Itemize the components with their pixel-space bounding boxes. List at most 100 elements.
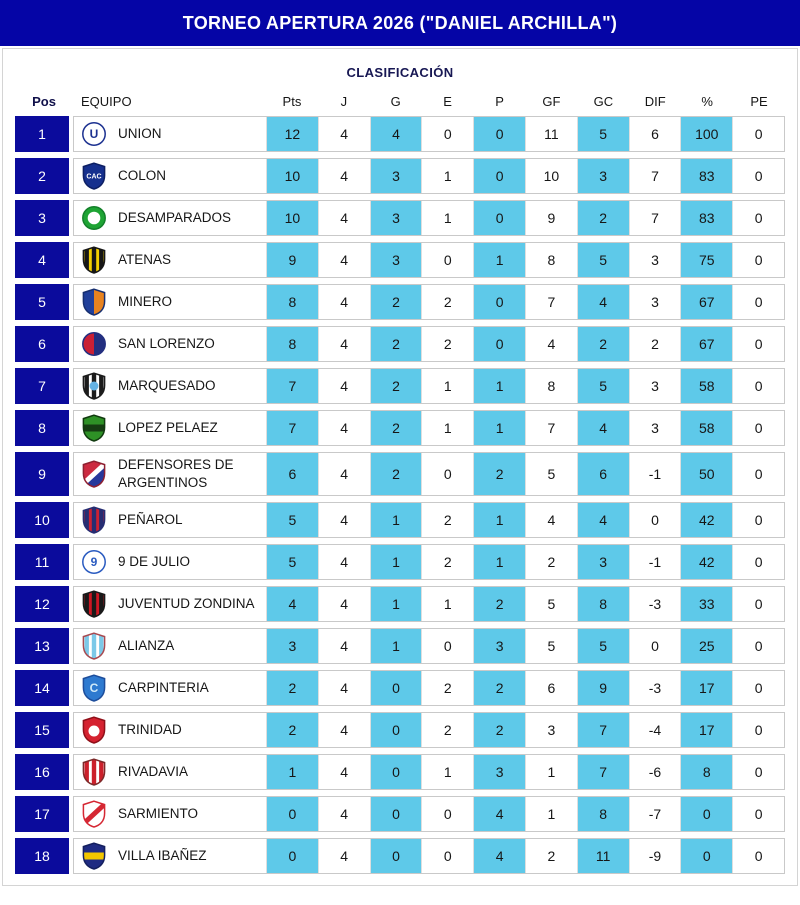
team-cell: RIVADAVIA <box>74 755 266 789</box>
alianza-crest <box>82 632 106 661</box>
team-name: ALIANZA <box>118 638 175 654</box>
team-name: VILLA IBAÑEZ <box>118 848 207 864</box>
stat-cell-pct: 0 <box>680 839 733 874</box>
stat-cell-g: 1 <box>369 545 422 580</box>
position-cell: 7 <box>15 368 69 404</box>
stat-cell-pe: 0 <box>732 839 784 874</box>
svg-text:9: 9 <box>91 555 98 569</box>
stat-cell-g: 2 <box>369 411 422 445</box>
position-cell: 17 <box>15 796 69 833</box>
stat-cell-dif: -1 <box>628 545 681 580</box>
9-de-julio-crest: 9 <box>82 548 106 576</box>
juventud-zondina-crest <box>82 590 106 619</box>
team-name: DEFENSORES DE ARGENTINOS <box>118 457 234 491</box>
team-cell: ALIANZA <box>74 629 266 663</box>
stat-cell-pct: 75 <box>680 243 733 277</box>
team-name: TRINIDAD <box>118 722 182 738</box>
stat-cell-gf: 5 <box>524 629 577 664</box>
stat-cell-gf: 11 <box>524 117 577 151</box>
position-cell: 9 <box>15 452 69 497</box>
stat-cell-gf: 3 <box>524 713 577 748</box>
position-cell: 16 <box>15 754 69 791</box>
position-cell: 4 <box>15 242 69 278</box>
row-box: ALIANZA 3 4 1 0 3 5 5 0 25 0 <box>73 628 785 665</box>
column-header-j: J <box>340 94 348 109</box>
svg-text:U: U <box>90 127 99 141</box>
stat-cell-p: 1 <box>473 369 525 403</box>
sarmiento-crest <box>82 800 106 829</box>
stat-cell-gc: 5 <box>576 369 629 403</box>
team-name: 9 DE JULIO <box>118 554 191 570</box>
stat-cell-p: 0 <box>473 285 525 319</box>
team-cell: MARQUESADO <box>74 369 266 403</box>
stat-cell-e: 2 <box>421 503 473 538</box>
stat-cell-gc: 5 <box>576 243 629 277</box>
minero-crest <box>82 288 106 316</box>
table-row: 3 DESAMPARADOS 10 4 3 1 0 9 2 7 83 0 <box>15 200 785 236</box>
stat-cell-j: 4 <box>317 243 370 277</box>
stat-cell-pct: 58 <box>680 411 733 445</box>
stat-cell-p: 3 <box>473 629 525 664</box>
stat-cell-g: 3 <box>369 201 422 235</box>
stat-cell-e: 1 <box>421 755 473 790</box>
stat-cell-pts: 3 <box>266 629 318 664</box>
stat-cell-pct: 0 <box>680 797 733 832</box>
stat-cell-gf: 6 <box>524 671 577 706</box>
stat-cell-pts: 6 <box>266 453 318 496</box>
team-cell: MINERO <box>74 285 266 319</box>
stat-cell-gc: 5 <box>576 117 629 151</box>
stat-cell-j: 4 <box>317 327 370 361</box>
stat-cell-pe: 0 <box>732 159 784 193</box>
defensores-de-argentinos-crest <box>82 460 106 488</box>
stat-cell-pe: 0 <box>732 503 784 538</box>
stat-cell-gf: 1 <box>524 755 577 790</box>
stat-cell-e: 2 <box>421 671 473 706</box>
title-bar: TORNEO APERTURA 2026 ("DANIEL ARCHILLA") <box>0 0 800 46</box>
stat-cell-e: 0 <box>421 797 473 832</box>
team-cell: C CARPINTERIA <box>74 671 266 705</box>
stat-cell-j: 4 <box>317 453 370 496</box>
table-row: 5 MINERO 8 4 2 2 0 7 4 3 67 0 <box>15 284 785 320</box>
stat-cell-dif: 6 <box>628 117 681 151</box>
stat-cell-dif: 3 <box>628 411 681 445</box>
union-crest: U <box>82 120 106 148</box>
position-cell: 10 <box>15 502 69 539</box>
stat-cell-gc: 9 <box>576 671 629 706</box>
table-row: 9 DEFENSORES DE ARGENTINOS 6 4 2 0 2 5 6 -1 50 0 <box>15 452 785 497</box>
team-name: ATENAS <box>118 251 172 267</box>
stat-cell-dif: 7 <box>628 201 681 235</box>
stat-cell-e: 2 <box>421 713 473 748</box>
section-title: CLASIFICACIÓN <box>346 65 454 80</box>
stat-cell-j: 4 <box>317 713 370 748</box>
column-header-pts: Pts <box>282 94 302 109</box>
stat-cell-e: 2 <box>421 545 473 580</box>
stat-cell-gf: 5 <box>524 453 577 496</box>
stat-cell-p: 0 <box>473 117 525 151</box>
stat-cell-e: 0 <box>421 453 473 496</box>
stat-cell-e: 1 <box>421 369 473 403</box>
stat-cell-g: 0 <box>369 839 422 874</box>
stat-cell-pts: 8 <box>266 285 318 319</box>
trinidad-crest <box>82 716 106 745</box>
stat-cell-pts: 7 <box>266 411 318 445</box>
team-name: SAN LORENZO <box>118 335 215 351</box>
stat-cell-pe: 0 <box>732 243 784 277</box>
row-box: MINERO 8 4 2 2 0 7 4 3 67 0 <box>73 284 785 320</box>
column-header-pos: Pos <box>32 94 56 109</box>
team-cell: VILLA IBAÑEZ <box>74 839 266 873</box>
team-cell: U UNION <box>74 117 266 151</box>
stat-cell-pe: 0 <box>732 411 784 445</box>
table-row: 1 U UNION 12 4 4 0 0 11 5 6 100 0 <box>15 116 785 152</box>
team-name: MARQUESADO <box>118 377 216 393</box>
stat-cell-pe: 0 <box>732 713 784 748</box>
stat-cell-p: 4 <box>473 839 525 874</box>
team-cell: PEÑAROL <box>74 503 266 537</box>
villa-ibanez-crest <box>82 842 106 871</box>
row-box: C CARPINTERIA 2 4 0 2 2 6 9 -3 17 0 <box>73 670 785 707</box>
page-title: TORNEO APERTURA 2026 ("DANIEL ARCHILLA") <box>182 12 618 33</box>
stat-cell-dif: 0 <box>628 503 681 538</box>
stat-cell-j: 4 <box>317 503 370 538</box>
stat-cell-pe: 0 <box>732 797 784 832</box>
stat-cell-e: 1 <box>421 201 473 235</box>
stat-cell-gf: 8 <box>524 369 577 403</box>
